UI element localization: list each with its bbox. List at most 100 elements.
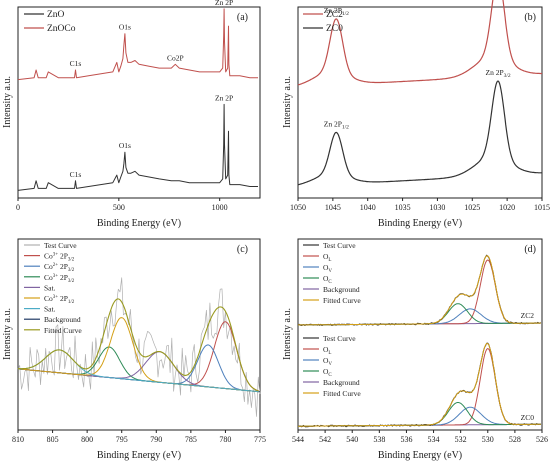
legend-label-zc2: ZC2 xyxy=(326,10,343,20)
panel-b-xtick-label: 1020 xyxy=(499,203,515,212)
panel-c-legend-label: Sat. xyxy=(44,305,56,314)
panel-c-legend-label: Co2+ 2P3/2 xyxy=(44,262,75,273)
panel-b-xtick-label: 1030 xyxy=(429,203,445,212)
panel-c-xlabel: Binding Energy (eV) xyxy=(97,450,181,461)
panel-b-xtick-label: 1040 xyxy=(360,203,376,212)
peak-annotation: Zn 2P xyxy=(215,93,233,102)
peak-annotation: Zn 2P3/2 xyxy=(485,68,510,79)
component-curve-zc2 xyxy=(298,308,541,326)
panel-d-ylabel: Intensity a.u. xyxy=(282,308,293,360)
panel-d-xtick-label: 532 xyxy=(455,435,467,444)
panel-b-ylabel: Intensity a.u. xyxy=(282,76,293,128)
legend-label-zc0: ZC0 xyxy=(326,24,343,34)
panel-c-ylabel: Intensity a.u. xyxy=(2,308,13,360)
panel-c-xtick-label: 805 xyxy=(47,435,59,444)
panel-d-legend-label: OV xyxy=(323,263,332,274)
sample-label-zc2: ZC2 xyxy=(521,311,535,320)
panel-b-frame xyxy=(297,6,543,199)
panel-c-label: (c) xyxy=(237,244,248,255)
panel-a-label: (a) xyxy=(237,12,248,23)
panel-a-xtick-label: 500 xyxy=(113,203,125,212)
panel-b-xtick-label: 1050 xyxy=(290,203,306,212)
component-curve-zc0 xyxy=(298,402,541,427)
panel-b-xtick-label: 1045 xyxy=(325,203,341,212)
panel-b-xtick-label: 1025 xyxy=(464,203,480,212)
panel-d-legend-label: OC xyxy=(323,274,332,285)
panel-c-co2p-spectrum: (c) Binding Energy (eV) Intensity a.u. 8… xyxy=(2,238,266,461)
panel-d-xtick-label: 536 xyxy=(400,435,412,444)
panel-c-xtick-label: 780 xyxy=(219,435,231,444)
panel-c-legend-label: Fitted Curve xyxy=(44,326,82,335)
legend-label-znoco: ZnOCo xyxy=(47,24,76,34)
panel-d-legend-label: OL xyxy=(323,252,331,263)
panel-a-xtick-label: 1000 xyxy=(212,203,228,212)
series-line-zc2 xyxy=(297,0,542,86)
panel-d-legend-label: Test Curve xyxy=(323,241,356,250)
panel-d-legend-label-lower: OL xyxy=(323,345,331,356)
peak-annotation: Zn 2P xyxy=(215,0,233,7)
panel-b-xtick-label: 1035 xyxy=(395,203,411,212)
fitted-curve-zc0 xyxy=(298,343,541,427)
series-line-znoco xyxy=(17,8,258,81)
panel-d-xtick-label: 526 xyxy=(536,435,548,444)
panel-c-xtick-label: 790 xyxy=(150,435,162,444)
series-line-zno xyxy=(17,103,258,191)
panel-c-xtick-label: 795 xyxy=(116,435,128,444)
panel-d-legend-label-lower: OV xyxy=(323,356,332,367)
peak-annotation: O1s xyxy=(119,23,131,32)
panel-c-legend-label: Sat. xyxy=(44,283,56,292)
panel-a-legend: ZnO ZnOCo xyxy=(24,10,76,34)
panel-a-survey-spectrum: (a) Binding Energy (eV) Intensity a.u. 0… xyxy=(2,0,261,229)
panel-d-legend-label-lower: Fitted Curve xyxy=(323,389,361,398)
component-curve-zc0 xyxy=(298,406,541,427)
legend-label-zno: ZnO xyxy=(47,10,65,20)
panel-d-xtick-label: 542 xyxy=(319,435,331,444)
panel-d-legend-label-lower: Test Curve xyxy=(323,334,356,343)
panel-d-xtick-label: 528 xyxy=(509,435,521,444)
panel-c-xtick-label: 800 xyxy=(81,435,93,444)
panel-c-frame xyxy=(17,238,261,431)
panel-d-legend-label-lower: OC xyxy=(323,367,332,378)
panel-a-ylabel: Intensity a.u. xyxy=(2,76,13,128)
panel-c-legend-label: Co3+ 2P3/2 xyxy=(44,252,75,263)
panel-c-legend-label: Test Curve xyxy=(44,241,77,250)
peak-annotation: Zn 2P1/2 xyxy=(324,6,349,17)
panel-d-xtick-label: 534 xyxy=(428,435,440,444)
peak-annotation: Co2P xyxy=(167,53,184,62)
panel-b-xtick-label: 1015 xyxy=(534,203,550,212)
panel-d-frame xyxy=(297,238,543,431)
peak-annotation: Zn 2P1/2 xyxy=(324,119,349,130)
peak-annotation: C1s xyxy=(70,170,82,179)
panel-d-xtick-label: 538 xyxy=(373,435,385,444)
panel-c-legend-label: Co3+ 2P1/2 xyxy=(44,294,75,305)
panel-d-legend-label: Background xyxy=(323,285,360,294)
panel-c-xtick-label: 810 xyxy=(12,435,24,444)
component-curve xyxy=(17,346,259,393)
sample-label-zc0: ZC0 xyxy=(521,413,535,422)
panel-a-xtick-label: 0 xyxy=(16,203,20,212)
panel-b-zn2p-spectrum: (b) Binding Energy (eV) Intensity a.u. 1… xyxy=(282,0,550,229)
panel-b-label: (b) xyxy=(524,12,536,23)
panel-d-legend-label-lower: Background xyxy=(323,378,360,387)
panel-d-xtick-label: 544 xyxy=(292,435,304,444)
panel-b-legend: ZC2 ZC0 xyxy=(303,10,343,34)
panel-a-frame xyxy=(17,6,261,199)
panel-c-xtick-label: 775 xyxy=(254,435,266,444)
panel-d-legend-label: Fitted Curve xyxy=(323,296,361,305)
panel-d-xtick-label: 530 xyxy=(482,435,494,444)
component-curve-zc0 xyxy=(298,348,541,427)
panel-d-xlabel: Binding Energy (eV) xyxy=(378,450,462,461)
panel-c-xtick-label: 785 xyxy=(185,435,197,444)
panel-a-xlabel: Binding Energy (eV) xyxy=(97,218,181,229)
fitted-curve-zc2 xyxy=(298,255,541,326)
peak-annotation: O1s xyxy=(119,141,131,150)
panel-c-legend-label: Background xyxy=(44,315,81,324)
panel-d-label: (d) xyxy=(524,244,536,255)
panel-d-xtick-label: 540 xyxy=(346,435,358,444)
panel-b-xlabel: Binding Energy (eV) xyxy=(378,218,462,229)
peak-annotation: C1s xyxy=(70,59,82,68)
test-curve xyxy=(17,277,261,417)
